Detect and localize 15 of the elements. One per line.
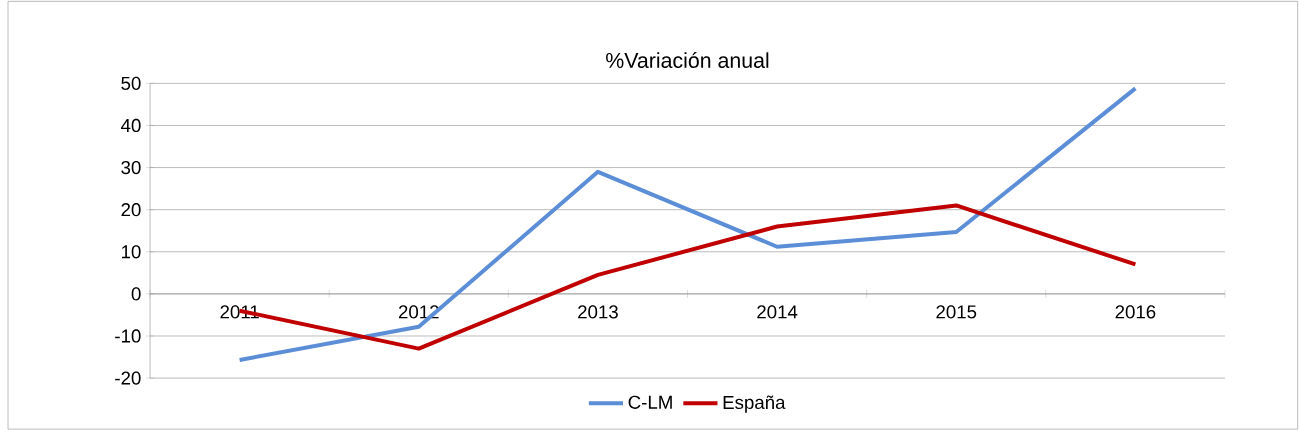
y-tick-label: 30	[121, 160, 141, 175]
y-tick-label: -10	[115, 329, 141, 343]
legend-label: C-LM	[628, 395, 672, 409]
legend-label: España	[723, 395, 786, 413]
y-tick-label: -20	[115, 371, 141, 385]
y-tick-label: 50	[121, 76, 141, 90]
y-tick-label: 0	[131, 287, 141, 301]
y-tick-label: 10	[121, 245, 141, 259]
y-tick-label: 20	[121, 203, 141, 217]
y-tick-label: 40	[120, 118, 141, 133]
x-tick-label: 2013	[578, 305, 618, 319]
chart-title: %Variación anual	[606, 52, 769, 68]
x-tick-label: 2015	[936, 305, 977, 319]
x-tick-label: 2014	[757, 305, 798, 319]
x-tick-label: 2016	[1115, 305, 1156, 319]
